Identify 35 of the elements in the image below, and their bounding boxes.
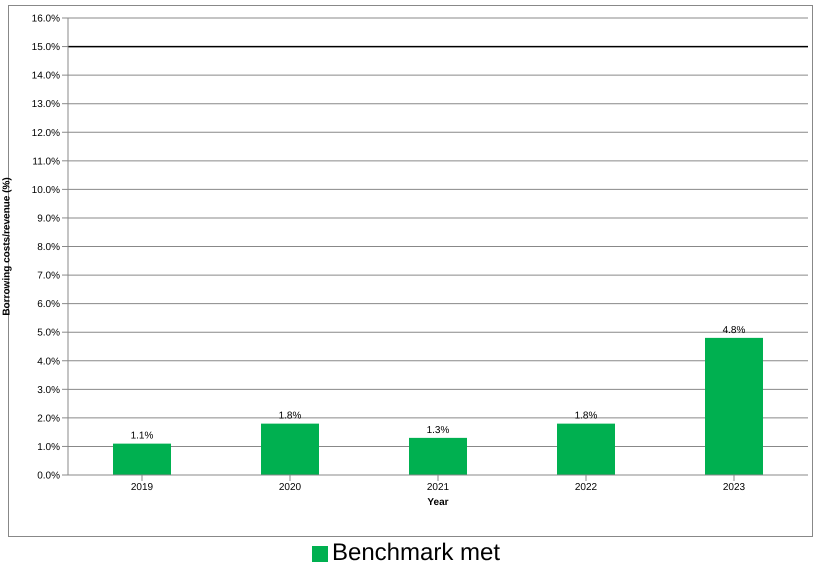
y-tick-label: 13.0% bbox=[32, 99, 60, 110]
data-label: 1.8% bbox=[278, 410, 302, 422]
x-tick-label: 2019 bbox=[130, 482, 154, 494]
y-tick-label: 16.0% bbox=[32, 14, 60, 25]
data-label: 1.8% bbox=[574, 410, 598, 422]
bar bbox=[409, 438, 467, 475]
y-tick-label: 1.0% bbox=[37, 442, 60, 453]
y-tick-label: 14.0% bbox=[32, 70, 60, 82]
x-tick-label: 2021 bbox=[426, 482, 450, 494]
y-tick-label: 0.0% bbox=[37, 470, 60, 482]
y-tick-label: 4.0% bbox=[37, 356, 60, 368]
bar bbox=[113, 444, 171, 475]
y-tick-label: 5.0% bbox=[37, 328, 60, 339]
bar bbox=[705, 338, 763, 475]
data-label: 1.1% bbox=[130, 430, 154, 442]
data-label: 1.3% bbox=[426, 424, 450, 436]
y-tick-label: 10.0% bbox=[32, 184, 60, 196]
y-tick-label: 11.0% bbox=[32, 156, 60, 168]
x-tick-label: 2020 bbox=[278, 482, 302, 494]
bar bbox=[261, 424, 319, 475]
y-tick-label: 9.0% bbox=[37, 213, 60, 224]
y-tick-label: 8.0% bbox=[37, 242, 60, 254]
y-tick-label: 2.0% bbox=[37, 413, 60, 424]
x-tick-label: 2022 bbox=[574, 482, 598, 494]
legend-label: Benchmark met bbox=[332, 539, 500, 566]
y-tick-label: 6.0% bbox=[37, 299, 60, 310]
y-tick-label: 15.0% bbox=[32, 42, 60, 54]
data-label: 4.8% bbox=[722, 324, 746, 336]
y-tick-label: 7.0% bbox=[37, 270, 60, 282]
x-tick-label: 2023 bbox=[722, 482, 746, 494]
y-tick-label: 3.0% bbox=[37, 384, 60, 396]
y-axis-title: Borrowing costs/revenue (%) bbox=[2, 177, 13, 316]
x-axis-title: Year bbox=[427, 497, 449, 508]
y-tick-label: 12.0% bbox=[32, 128, 60, 139]
bar bbox=[557, 424, 615, 475]
